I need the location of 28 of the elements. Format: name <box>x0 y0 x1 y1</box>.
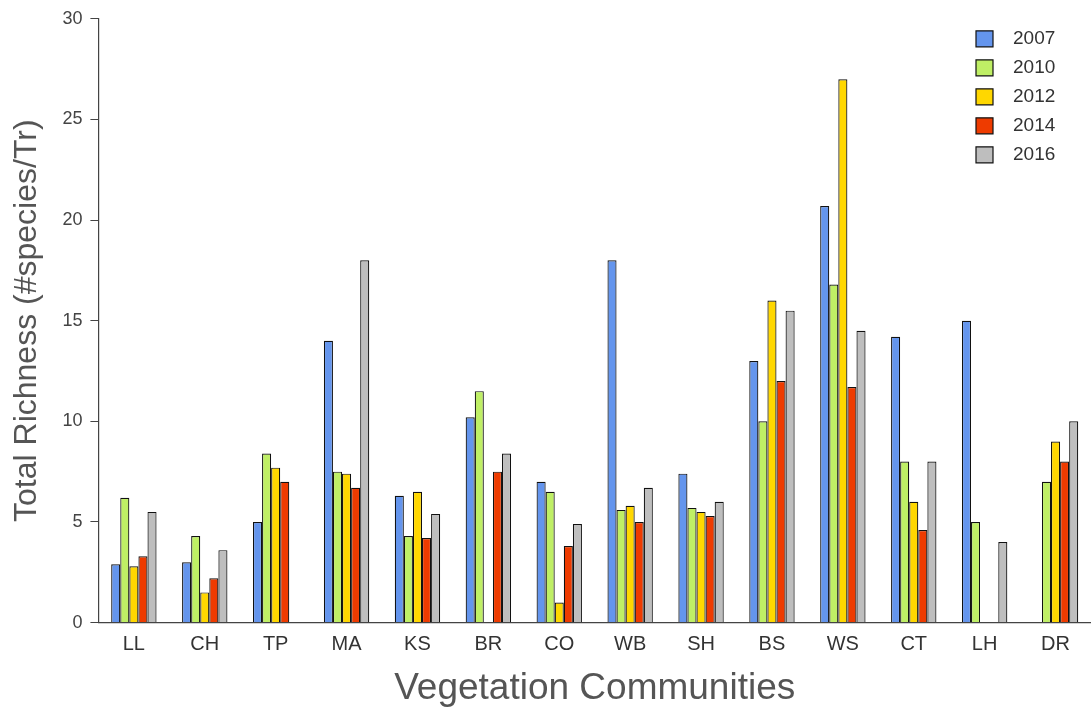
x-tick-label: TP <box>262 632 289 655</box>
y-tick-label: 0 <box>72 611 83 632</box>
y-tick-label: 5 <box>72 510 83 531</box>
x-tick-label: DR <box>1041 632 1070 655</box>
y-axis-title: Total Richness (#species/Tr) <box>7 119 44 522</box>
legend-label: 2014 <box>1013 114 1056 136</box>
x-tick-label: BS <box>758 632 786 655</box>
x-tick-label: LL <box>122 632 145 655</box>
legend-label: 2007 <box>1013 27 1056 49</box>
x-tick-label: CH <box>190 632 220 655</box>
x-tick-label: BR <box>474 632 503 655</box>
x-tick-label: SH <box>687 632 715 655</box>
y-tick-label: 15 <box>62 309 83 330</box>
x-tick-label: KS <box>404 632 431 655</box>
x-tick-label: LH <box>971 632 998 655</box>
x-tick-label: CO <box>544 632 575 655</box>
y-tick-label: 20 <box>62 209 83 230</box>
x-tick-label: WB <box>614 632 647 655</box>
legend-label: 2012 <box>1013 85 1056 107</box>
x-axis-title: Vegetation Communities <box>394 666 796 707</box>
x-tick-label: CT <box>900 632 928 655</box>
x-tick-label: MA <box>331 632 363 655</box>
y-tick-label: 25 <box>62 108 83 129</box>
y-tick-label: 10 <box>62 410 83 431</box>
x-tick-label: WS <box>826 632 859 655</box>
legend-label: 2010 <box>1013 56 1056 78</box>
y-tick-label: 30 <box>62 7 83 28</box>
legend-label: 2016 <box>1013 143 1056 165</box>
